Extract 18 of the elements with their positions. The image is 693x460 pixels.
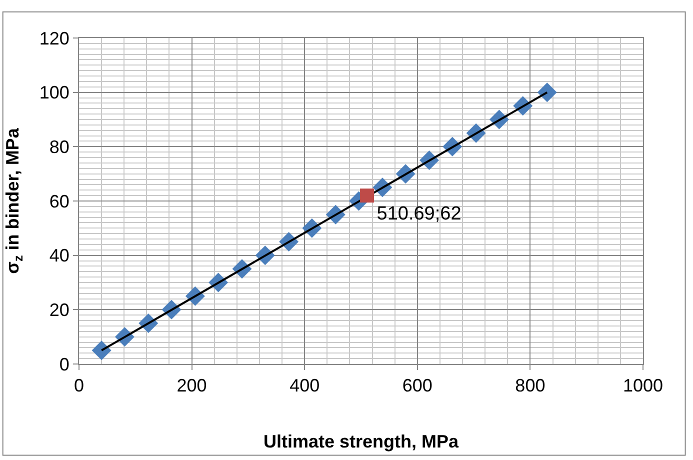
y-tick-label: 80: [49, 136, 70, 157]
data-label: 510.69;62: [376, 204, 462, 225]
y-tick-label: 60: [49, 191, 70, 212]
y-tick-label: 100: [39, 82, 70, 103]
point: [92, 340, 112, 360]
x-tick-label: 1000: [622, 376, 664, 396]
x-tick-label: 200: [176, 376, 207, 396]
point: [360, 188, 374, 203]
point: [537, 82, 557, 102]
y-tick-label: 40: [49, 246, 70, 266]
x-tick-label: 400: [290, 376, 320, 396]
x-tick-label: 800: [515, 376, 546, 396]
x-tick-label: 600: [402, 376, 432, 396]
x-axis-title: Ultimate strength, MPa: [263, 432, 460, 452]
x-tick-label: 0: [74, 376, 84, 396]
y-tick-label: 0: [59, 354, 70, 374]
y-tick-label: 120: [39, 28, 70, 48]
y-tick-label: 20: [49, 300, 70, 320]
